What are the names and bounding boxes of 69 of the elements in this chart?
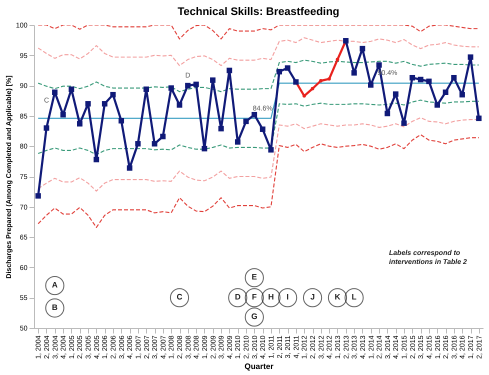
point (360, 46, 366, 52)
point (102, 101, 108, 107)
line-series (38, 100, 480, 156)
point (168, 85, 174, 91)
annotation: F (252, 292, 257, 302)
annotation: B (52, 303, 58, 312)
point (268, 147, 274, 153)
chart-title: Technical Skills: Breastfeeding (178, 6, 340, 18)
line-series (38, 37, 480, 66)
point (118, 118, 124, 124)
annotation: I (286, 292, 289, 302)
annotation: C (176, 292, 183, 302)
point (76, 121, 82, 127)
point (426, 78, 432, 84)
point (260, 126, 266, 132)
point (319, 79, 323, 82)
point (193, 82, 199, 88)
point (202, 146, 208, 152)
point (392, 91, 398, 97)
point (368, 82, 374, 88)
point (68, 86, 74, 92)
annotation: D (234, 292, 241, 302)
point (60, 112, 66, 118)
point (110, 92, 116, 98)
point (94, 156, 100, 162)
point (218, 126, 224, 132)
point (310, 86, 314, 90)
annotation: G (251, 312, 258, 322)
point (476, 116, 482, 122)
point (336, 58, 340, 62)
point (418, 76, 424, 82)
point (234, 139, 240, 145)
point (284, 65, 290, 71)
point (160, 134, 166, 140)
annotation: A (52, 280, 58, 290)
point (401, 120, 407, 126)
point (351, 70, 357, 76)
point (302, 94, 306, 98)
point (226, 68, 232, 74)
point (35, 193, 41, 199)
annotation: J (310, 292, 315, 302)
point (126, 165, 132, 171)
annotation: H (268, 292, 274, 302)
point (459, 92, 465, 98)
annotation: L (352, 292, 357, 302)
point (434, 102, 440, 108)
point (144, 86, 149, 92)
point (327, 77, 331, 81)
point (185, 82, 191, 88)
point (442, 90, 448, 96)
point (85, 101, 91, 107)
point (451, 74, 457, 80)
annotation: E (252, 272, 258, 282)
point (410, 74, 416, 80)
point (468, 54, 474, 60)
line-series (38, 25, 480, 40)
point (135, 141, 141, 147)
point (152, 141, 158, 147)
point (210, 77, 216, 83)
point (384, 110, 390, 116)
point (252, 112, 258, 118)
point (44, 125, 50, 131)
point (376, 62, 382, 68)
point (243, 118, 249, 124)
annotation: K (334, 292, 341, 302)
x-axis-title: Quarter (244, 362, 274, 371)
point (276, 68, 282, 74)
point (52, 90, 58, 96)
line-series (38, 134, 480, 228)
